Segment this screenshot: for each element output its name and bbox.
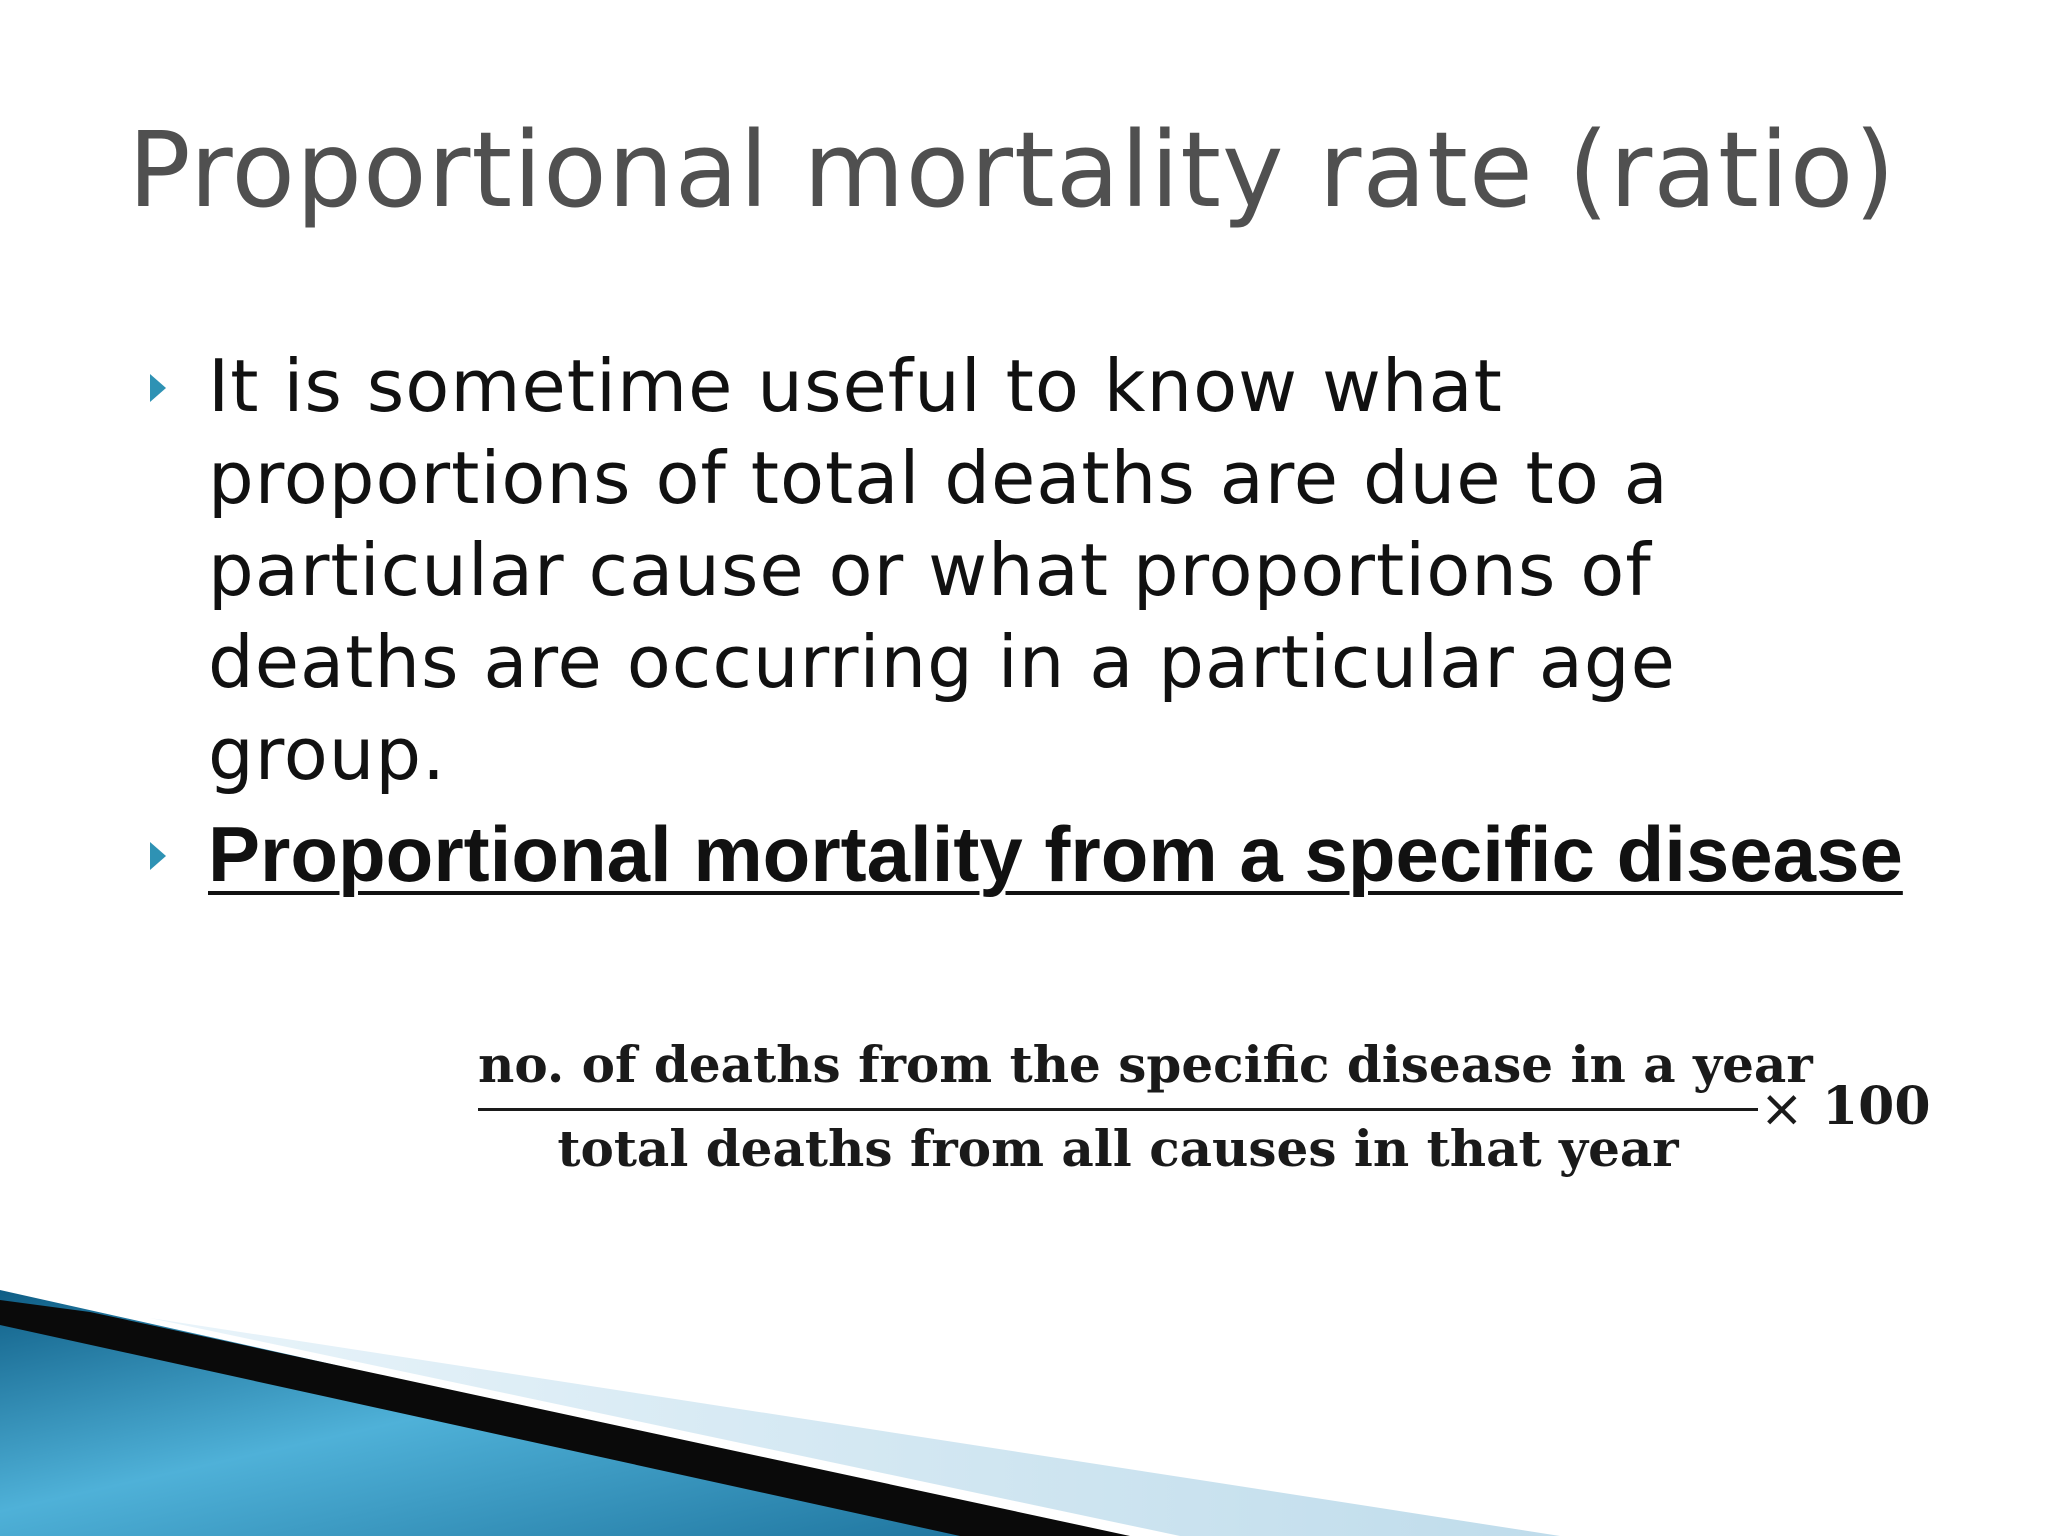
bullet-list: It is sometime useful to know what propo… [150, 340, 1950, 902]
fraction-bar [478, 1108, 1758, 1111]
bullet-text: It is sometime useful to know what propo… [208, 344, 1676, 796]
formula: no. of deaths from the specific disease … [470, 1032, 1950, 1182]
formula-multiplier: 100 [1822, 1076, 1931, 1137]
slide-title: Proportional mortality rate (ratio) [128, 109, 1896, 231]
formula-denominator: total deaths from all causes in that yea… [557, 1119, 1679, 1178]
fraction: no. of deaths from the specific disease … [478, 1032, 1813, 1182]
triangle-right-icon [150, 374, 166, 402]
bullet-heading: Proportional mortality from a specific d… [208, 810, 1903, 898]
bullet-item: Proportional mortality from a specific d… [150, 808, 1950, 902]
formula-numerator: no. of deaths from the specific disease … [478, 1035, 1813, 1094]
multiply-operator: × [1760, 1079, 1804, 1139]
bullet-item: It is sometime useful to know what propo… [150, 340, 1868, 800]
triangle-right-icon [150, 842, 166, 870]
